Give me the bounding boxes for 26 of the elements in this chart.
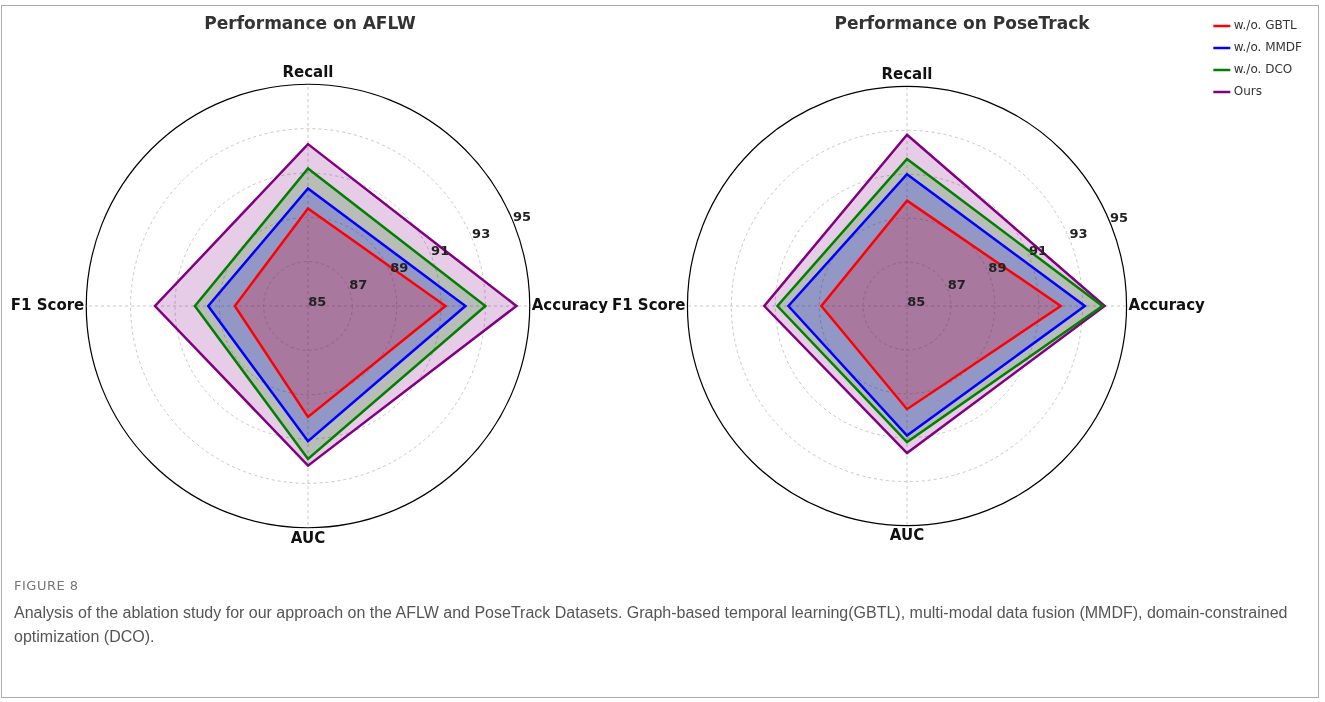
y-tick-label: 93 [472,225,491,241]
legend-label: w./o. MMDF [1233,40,1303,55]
spoke-label: Accuracy [531,295,609,314]
spoke-label: AUC [889,526,925,545]
y-tick-label: 87 [349,276,368,292]
y-tick-label: 95 [513,208,532,224]
y-tick-label: 89 [988,259,1007,275]
y-tick-label: 85 [308,293,327,309]
spoke-label: F1 Score [10,295,85,314]
y-tick-label: 93 [1069,226,1088,242]
text: Analysis of the ablation study for our approach on the AFLW and PoseTrack Datasets. Graph-based temporal learning(GBTL), multi-modal data fusion (MMDF), domain-constrained optimization (DCO). [14,603,1289,647]
y-tick-label: 85 [907,293,926,309]
y-tick-label: 87 [947,276,966,292]
caption: FIGURE 8 [14,578,80,593]
chart-title: Performance on AFLW [204,12,416,33]
spoke-label: Accuracy [1128,295,1206,314]
legend-label: w./o. DCO [1233,62,1293,77]
y-tick-label: 95 [1110,209,1129,225]
chart-title: Performance on PoseTrack [834,12,1091,33]
legend-label: w./o. GBTL [1233,18,1298,33]
spoke-label: Recall [282,63,334,82]
spoke-label: AUC [290,528,326,547]
legend-label: Ours [1233,84,1263,99]
spoke-label: Recall [881,65,933,84]
y-tick-label: 89 [390,259,409,275]
spoke-label: F1 Score [611,295,686,314]
